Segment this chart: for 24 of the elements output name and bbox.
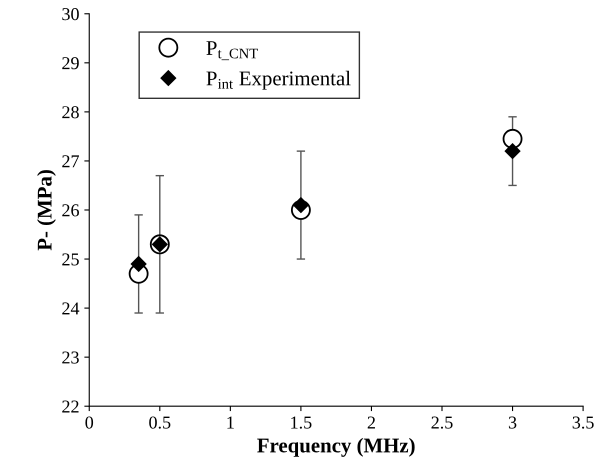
point xyxy=(502,128,522,149)
point xyxy=(130,256,146,272)
legend-label: P$_{t_CNT}$ xyxy=(206,41,258,60)
x-tick-label: 0.5 xyxy=(149,416,170,429)
x-tick-label: 1.5 xyxy=(291,416,312,429)
legend-label: P$_{int}$ Experimental xyxy=(206,70,351,90)
x-tick-label: 1 xyxy=(227,416,234,428)
point xyxy=(504,143,520,159)
y-tick-label: 27 xyxy=(62,155,80,168)
x-tick-label: 0 xyxy=(85,416,94,429)
x-tick-label: 2 xyxy=(368,416,375,428)
y-tick-label: 26 xyxy=(62,204,79,216)
y-tick-label: 29 xyxy=(62,57,79,70)
x-axis-title: Frequency (MHz) xyxy=(257,438,415,457)
y-tick-label: 22 xyxy=(62,400,79,412)
y-tick-label: 24 xyxy=(62,302,80,314)
y-tick-label: 30 xyxy=(62,8,79,20)
x-tick-label: 3 xyxy=(508,416,516,429)
y-tick-label: 23 xyxy=(62,351,79,364)
y-tick-label: 25 xyxy=(62,253,79,266)
x-tick-label: 2.5 xyxy=(432,416,453,429)
x-tick-label: 3.5 xyxy=(572,416,594,429)
y-axis-title: P- (MPa) xyxy=(37,170,56,250)
y-tick-label: 28 xyxy=(62,106,79,118)
